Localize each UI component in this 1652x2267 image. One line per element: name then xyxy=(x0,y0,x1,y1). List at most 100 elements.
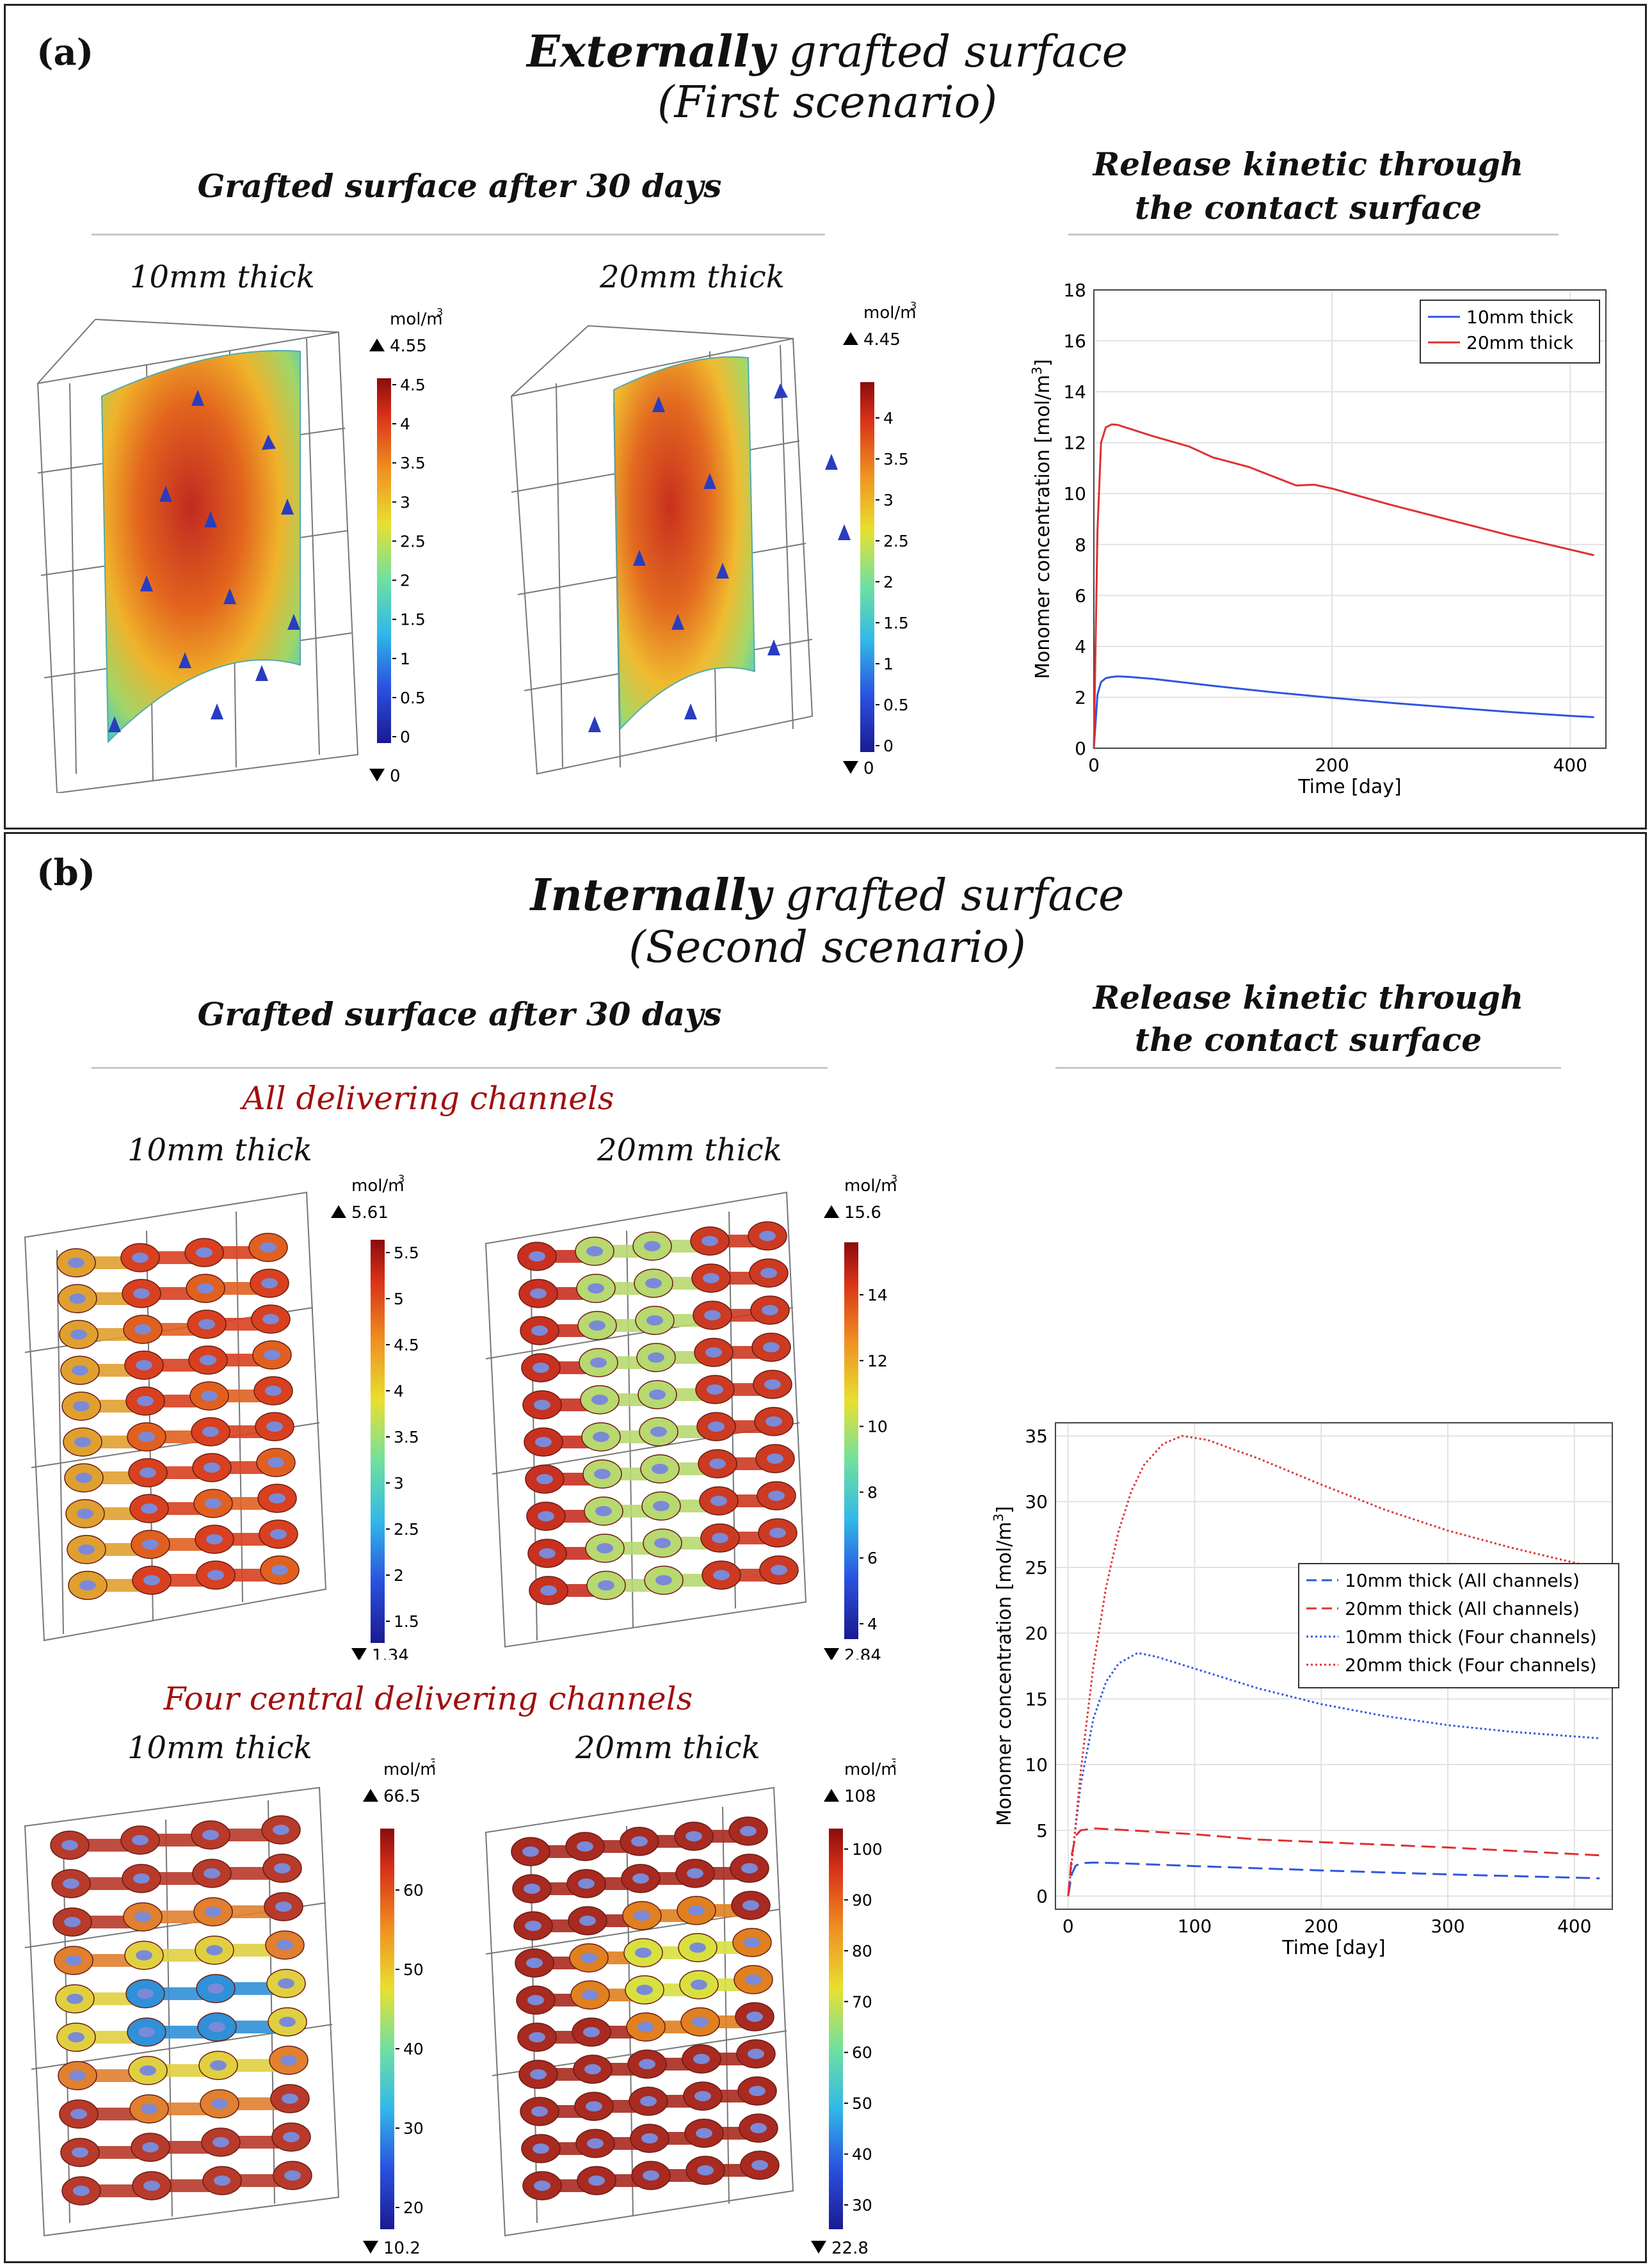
y-tick-label: 0 xyxy=(1075,738,1086,759)
channel-opening xyxy=(137,1396,154,1406)
channel-opening xyxy=(584,2064,601,2074)
x-axis-label: Time [day] xyxy=(1281,1937,1386,1959)
channel-opening xyxy=(586,1246,603,1256)
x-axis-label: Time [day] xyxy=(1297,776,1402,798)
channel-opening xyxy=(65,1955,82,1966)
panel-b-release-heading-2: the contact surface xyxy=(1134,1021,1482,1059)
cb2-unit: mol/m xyxy=(863,303,917,323)
y-tick-label: 4 xyxy=(1075,636,1086,657)
channel-lattice xyxy=(517,1221,799,1605)
channel-opening xyxy=(768,1491,785,1501)
channel-opening xyxy=(274,1863,291,1873)
colorbar-tick-label: 30 xyxy=(852,2196,872,2215)
panel-a-release-chart: 0 200 400 0 2 4 6 8 10 12 14 16 18 Time [day] Monomer … xyxy=(1029,280,1607,798)
channel-opening xyxy=(67,1994,83,2004)
cb5-unit-exp: 3 xyxy=(430,1757,435,1768)
channel-opening xyxy=(526,1958,543,1968)
channel-opening xyxy=(134,1324,151,1334)
channel-opening xyxy=(644,1241,661,1251)
cb4-unit: mol/m xyxy=(844,1176,897,1196)
cb5-bar xyxy=(380,1829,394,2229)
y-tick-label: 6 xyxy=(1075,585,1086,606)
channel-opening xyxy=(270,1529,287,1539)
channel-lattice xyxy=(56,1233,300,1600)
colorbar-tick-label: 1 xyxy=(400,650,410,668)
channel-opening xyxy=(595,1506,612,1516)
render-all-10mm xyxy=(24,1191,327,1642)
channel-opening xyxy=(133,1288,150,1299)
channel-opening xyxy=(211,2099,228,2109)
grafted-surface xyxy=(613,356,756,731)
channel-opening xyxy=(69,2071,86,2081)
channel-opening xyxy=(646,1315,663,1326)
channel-opening xyxy=(206,1945,223,1955)
colorbar-tick-label: 12 xyxy=(867,1352,888,1370)
channel-opening xyxy=(578,1878,595,1889)
panel-a-grafted-rule xyxy=(92,234,825,236)
panel-b-release-rule xyxy=(1055,1067,1561,1069)
panel-b-release-heading-1: Release kinetic through xyxy=(1093,979,1524,1016)
colorbar-tick-label: 3.5 xyxy=(400,454,426,472)
panel-b-bottom-thick-20: 20mm thick xyxy=(575,1730,760,1766)
channel-opening xyxy=(198,1319,215,1329)
channel-opening xyxy=(209,2022,225,2032)
colorbar-tick-label: 3.5 xyxy=(883,450,909,469)
channel-opening xyxy=(79,1580,96,1590)
colorbar-tick-label: 70 xyxy=(852,1992,872,2011)
y-tick-label: 10 xyxy=(1063,483,1086,504)
x-tick-label: 100 xyxy=(1178,1916,1212,1937)
colorbar-tick-label: 50 xyxy=(403,1960,424,1979)
panel-a-thick-20: 20mm thick xyxy=(600,259,785,295)
panel-a-thick-10: 10mm thick xyxy=(130,259,315,295)
y-tick-label: 14 xyxy=(1063,381,1086,403)
channel-opening xyxy=(593,1432,609,1442)
colorbar-all-10mm: mol/m 3 5.61 5.5 5 4.5 4 3.5 3 2.5 2 1.5 1.34 xyxy=(331,1173,419,1660)
channel-opening xyxy=(744,1937,760,1948)
channel-opening xyxy=(138,1432,155,1442)
channel-opening xyxy=(688,1905,705,1916)
channel-opening xyxy=(707,1384,723,1395)
channel-opening xyxy=(645,1278,662,1288)
channel-opening xyxy=(704,1310,721,1320)
legend-box xyxy=(1298,1563,1619,1688)
panel-b-grafted-rule xyxy=(92,1067,828,1069)
channel-opening xyxy=(577,1841,593,1852)
channel-opening xyxy=(283,2132,300,2142)
panel-a-colorbar-10mm: mol/m 3 4.55 4.5 4 3.5 3 2.5 2 1.5 1 0.5 0 0 xyxy=(369,307,443,786)
cb3-unit: mol/m xyxy=(351,1176,405,1196)
channel-opening xyxy=(632,1873,649,1884)
colorbar-tick-label: 3 xyxy=(883,491,894,509)
channel-opening xyxy=(205,1907,221,1917)
channel-opening xyxy=(709,1459,726,1469)
channel-opening xyxy=(202,1427,219,1437)
colorbar-tick-label: 60 xyxy=(403,1881,424,1900)
channel-opening xyxy=(697,2165,714,2175)
colorbar-tick-label: 4.5 xyxy=(400,376,426,394)
four-channels-heading: Four central delivering channels xyxy=(163,1680,693,1717)
channel-opening xyxy=(533,2143,549,2154)
cb1-unit: mol/m xyxy=(390,310,443,329)
cb6-unit-exp: 3 xyxy=(891,1757,895,1768)
cb6-max: 108 xyxy=(844,1787,876,1806)
cb6-bar xyxy=(829,1829,843,2229)
channel-opening xyxy=(693,2054,710,2064)
channel-opening xyxy=(275,1902,292,1912)
channel-opening xyxy=(136,1360,152,1370)
channel-opening xyxy=(132,1253,148,1263)
channel-opening xyxy=(649,1390,666,1400)
channel-opening xyxy=(533,1363,549,1373)
panel-b-top-thick-20: 20mm thick xyxy=(597,1132,782,1168)
channel-opening xyxy=(591,1395,608,1405)
panel-a-grafted-heading: Grafted surface after 30 days xyxy=(197,167,722,205)
y-tick-label: 15 xyxy=(1025,1688,1048,1710)
legend-label: 10mm thick (All channels) xyxy=(1345,1570,1580,1591)
channel-opening xyxy=(264,1350,280,1360)
colorbar-four-20mm: mol/m 3 108 100 90 80 70 60 50 40 30 22.8 xyxy=(811,1757,895,2258)
channel-opening xyxy=(531,2106,548,2117)
colorbar-tick-label: 3.5 xyxy=(394,1428,419,1446)
channel-opening xyxy=(640,2096,657,2106)
plot-area xyxy=(1093,289,1607,749)
x-tick-label: 400 xyxy=(1553,755,1587,776)
y-tick-label: 18 xyxy=(1063,280,1086,301)
channel-opening xyxy=(598,1580,614,1590)
